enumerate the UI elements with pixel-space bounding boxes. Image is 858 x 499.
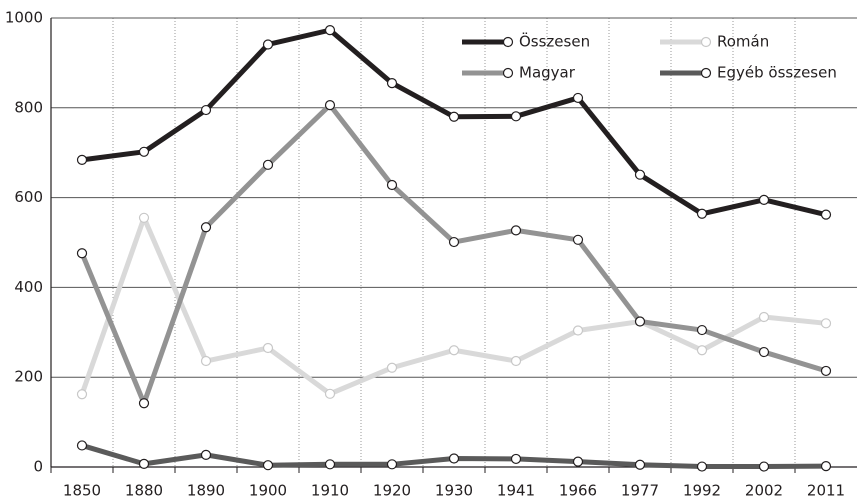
point	[510, 355, 522, 367]
point	[324, 459, 336, 470]
x-tick-label: 1890	[187, 482, 225, 499]
x-tick-label: 1850	[63, 482, 101, 499]
point	[758, 346, 770, 358]
y-tick-label: 600	[14, 188, 43, 206]
y-tick-label: 800	[14, 98, 43, 116]
x-tick-label: 1966	[559, 482, 597, 499]
y-tick-label: 400	[14, 278, 43, 296]
y-tick-label: 1000	[5, 9, 43, 27]
point	[448, 111, 460, 122]
point	[758, 194, 770, 205]
x-tick-label: 1941	[497, 482, 535, 499]
point	[262, 39, 274, 50]
point	[386, 362, 398, 373]
point	[324, 388, 336, 399]
point	[262, 159, 274, 170]
x-tick-label: 1920	[373, 482, 411, 499]
point	[448, 345, 460, 356]
point	[696, 324, 708, 336]
x-tick-label: 1910	[311, 482, 349, 499]
legend-marker	[700, 67, 712, 79]
legend-label: Román	[717, 33, 769, 51]
point	[572, 456, 584, 467]
x-tick-label: 1880	[125, 482, 163, 499]
point	[76, 248, 88, 259]
point	[820, 318, 832, 329]
point	[262, 342, 274, 354]
point	[572, 234, 584, 245]
x-tick-label: 1992	[683, 482, 721, 499]
point	[76, 389, 88, 400]
legend-marker	[502, 36, 514, 48]
point	[386, 78, 398, 89]
point	[820, 461, 832, 472]
legend-marker	[700, 36, 712, 48]
legend-label: Összesen	[519, 32, 590, 51]
point	[324, 25, 336, 36]
legend-label: Magyar	[519, 64, 576, 82]
point	[324, 100, 336, 111]
point	[572, 92, 584, 104]
x-tick-label: 1977	[621, 482, 659, 499]
x-tick-label: 1900	[249, 482, 287, 499]
point	[758, 311, 770, 323]
point	[820, 209, 832, 220]
point	[696, 345, 708, 356]
legend-marker	[502, 67, 514, 79]
point	[634, 459, 646, 470]
point	[448, 453, 460, 464]
point	[634, 169, 646, 180]
point	[138, 146, 150, 157]
point	[820, 365, 832, 377]
point	[510, 111, 522, 122]
point	[758, 461, 770, 472]
point	[572, 325, 584, 336]
point	[386, 179, 398, 191]
point	[200, 355, 212, 367]
point	[262, 460, 274, 471]
point	[138, 398, 150, 409]
point	[76, 440, 88, 451]
point	[510, 453, 522, 465]
point	[138, 458, 150, 469]
point	[696, 461, 708, 472]
x-tick-label: 1930	[435, 482, 473, 499]
point	[696, 208, 708, 219]
point	[634, 316, 646, 327]
point	[200, 449, 212, 460]
point	[510, 225, 522, 236]
point	[448, 236, 460, 248]
y-tick-label: 0	[33, 458, 43, 476]
point	[200, 104, 212, 116]
series-line	[79, 102, 827, 406]
point	[76, 154, 88, 165]
y-tick-label: 200	[14, 368, 43, 386]
series-line	[81, 27, 827, 218]
point	[386, 459, 398, 470]
x-tick-label: 2011	[807, 482, 845, 499]
point	[138, 212, 150, 223]
x-tick-label: 2002	[745, 482, 783, 499]
point	[200, 222, 212, 233]
legend-label: Egyéb összesen	[717, 64, 837, 82]
